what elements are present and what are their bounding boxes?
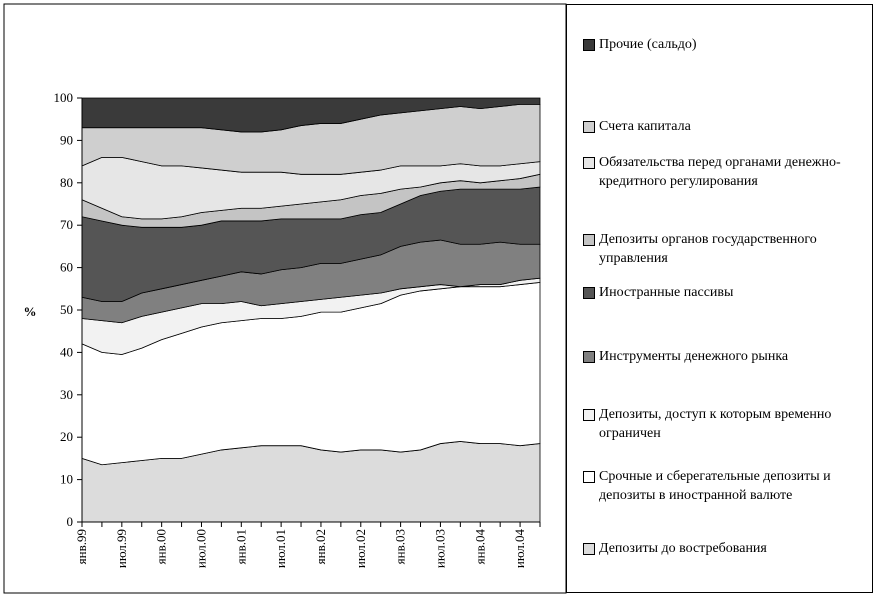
legend-swatch	[583, 121, 595, 133]
legend-swatch	[583, 39, 595, 51]
legend-swatch	[583, 234, 595, 246]
legend: Прочие (сальдо) Счета капитала Обязательст…	[566, 4, 873, 593]
legend-item: Прочие (сальдо)	[583, 35, 878, 54]
y-tick-label: 90	[60, 132, 73, 147]
legend-swatch	[583, 351, 595, 363]
y-tick-label: 70	[60, 217, 73, 232]
x-tick-label: июл.02	[353, 529, 368, 568]
legend-label: Обязательства перед органами денежно-кре…	[599, 155, 841, 189]
areas	[81, 97, 541, 523]
legend-item: Обязательства перед органами денежно-кре…	[583, 153, 878, 191]
x-tick-label: янв.04	[472, 529, 487, 565]
legend-item: Депозиты до востребования	[583, 539, 878, 558]
legend-label: Депозиты до востребования	[599, 541, 767, 556]
legend-item: Срочные и сберегательные депозиты и депо…	[583, 467, 878, 505]
y-tick-label: 0	[67, 514, 74, 529]
y-tick-label: 50	[60, 302, 73, 317]
x-tick-label: июл.99	[114, 529, 129, 568]
x-tick-label: янв.02	[313, 529, 328, 564]
legend-item: Инструменты денежного рынка	[583, 347, 878, 366]
area	[81, 97, 541, 133]
y-tick-label: 40	[60, 344, 73, 359]
x-tick-label: янв.00	[154, 529, 169, 564]
y-tick-label: 60	[60, 260, 73, 275]
y-tick-label: 10	[60, 472, 73, 487]
legend-label: Инструменты денежного рынка	[599, 349, 789, 364]
legend-label: Депозиты, доступ к которым временно огра…	[599, 407, 832, 441]
x-tick-label: янв.01	[233, 529, 248, 564]
legend-swatch	[583, 409, 595, 421]
y-tick-label: 20	[60, 429, 73, 444]
legend-swatch	[583, 471, 595, 483]
legend-label: Счета капитала	[599, 119, 691, 134]
legend-item: Депозиты органов государственного управл…	[583, 230, 878, 268]
y-tick-label: 100	[54, 90, 74, 105]
x-tick-label: июл.00	[193, 529, 208, 568]
legend-item: Иностранные пассивы	[583, 283, 878, 302]
y-axis-label: %	[24, 304, 37, 319]
x-tick-label: июл.04	[512, 529, 527, 569]
legend-item: Счета капитала	[583, 117, 878, 136]
legend-swatch	[583, 543, 595, 555]
legend-label: Иностранные пассивы	[599, 285, 734, 300]
legend-item: Депозиты, доступ к которым временно огра…	[583, 405, 878, 443]
legend-swatch	[583, 157, 595, 169]
x-tick-label: янв.99	[74, 529, 89, 564]
y-tick-label: 80	[60, 175, 73, 190]
x-tick-label: июл.03	[432, 529, 447, 568]
legend-label: Прочие (сальдо)	[599, 37, 697, 52]
y-tick-label: 30	[60, 387, 73, 402]
legend-label: Срочные и сберегательные депозиты и депо…	[599, 469, 831, 503]
x-tick-label: июл.01	[273, 529, 288, 568]
legend-label: Депозиты органов государственного управл…	[599, 232, 817, 266]
x-tick-label: янв.03	[393, 529, 408, 564]
legend-swatch	[583, 287, 595, 299]
